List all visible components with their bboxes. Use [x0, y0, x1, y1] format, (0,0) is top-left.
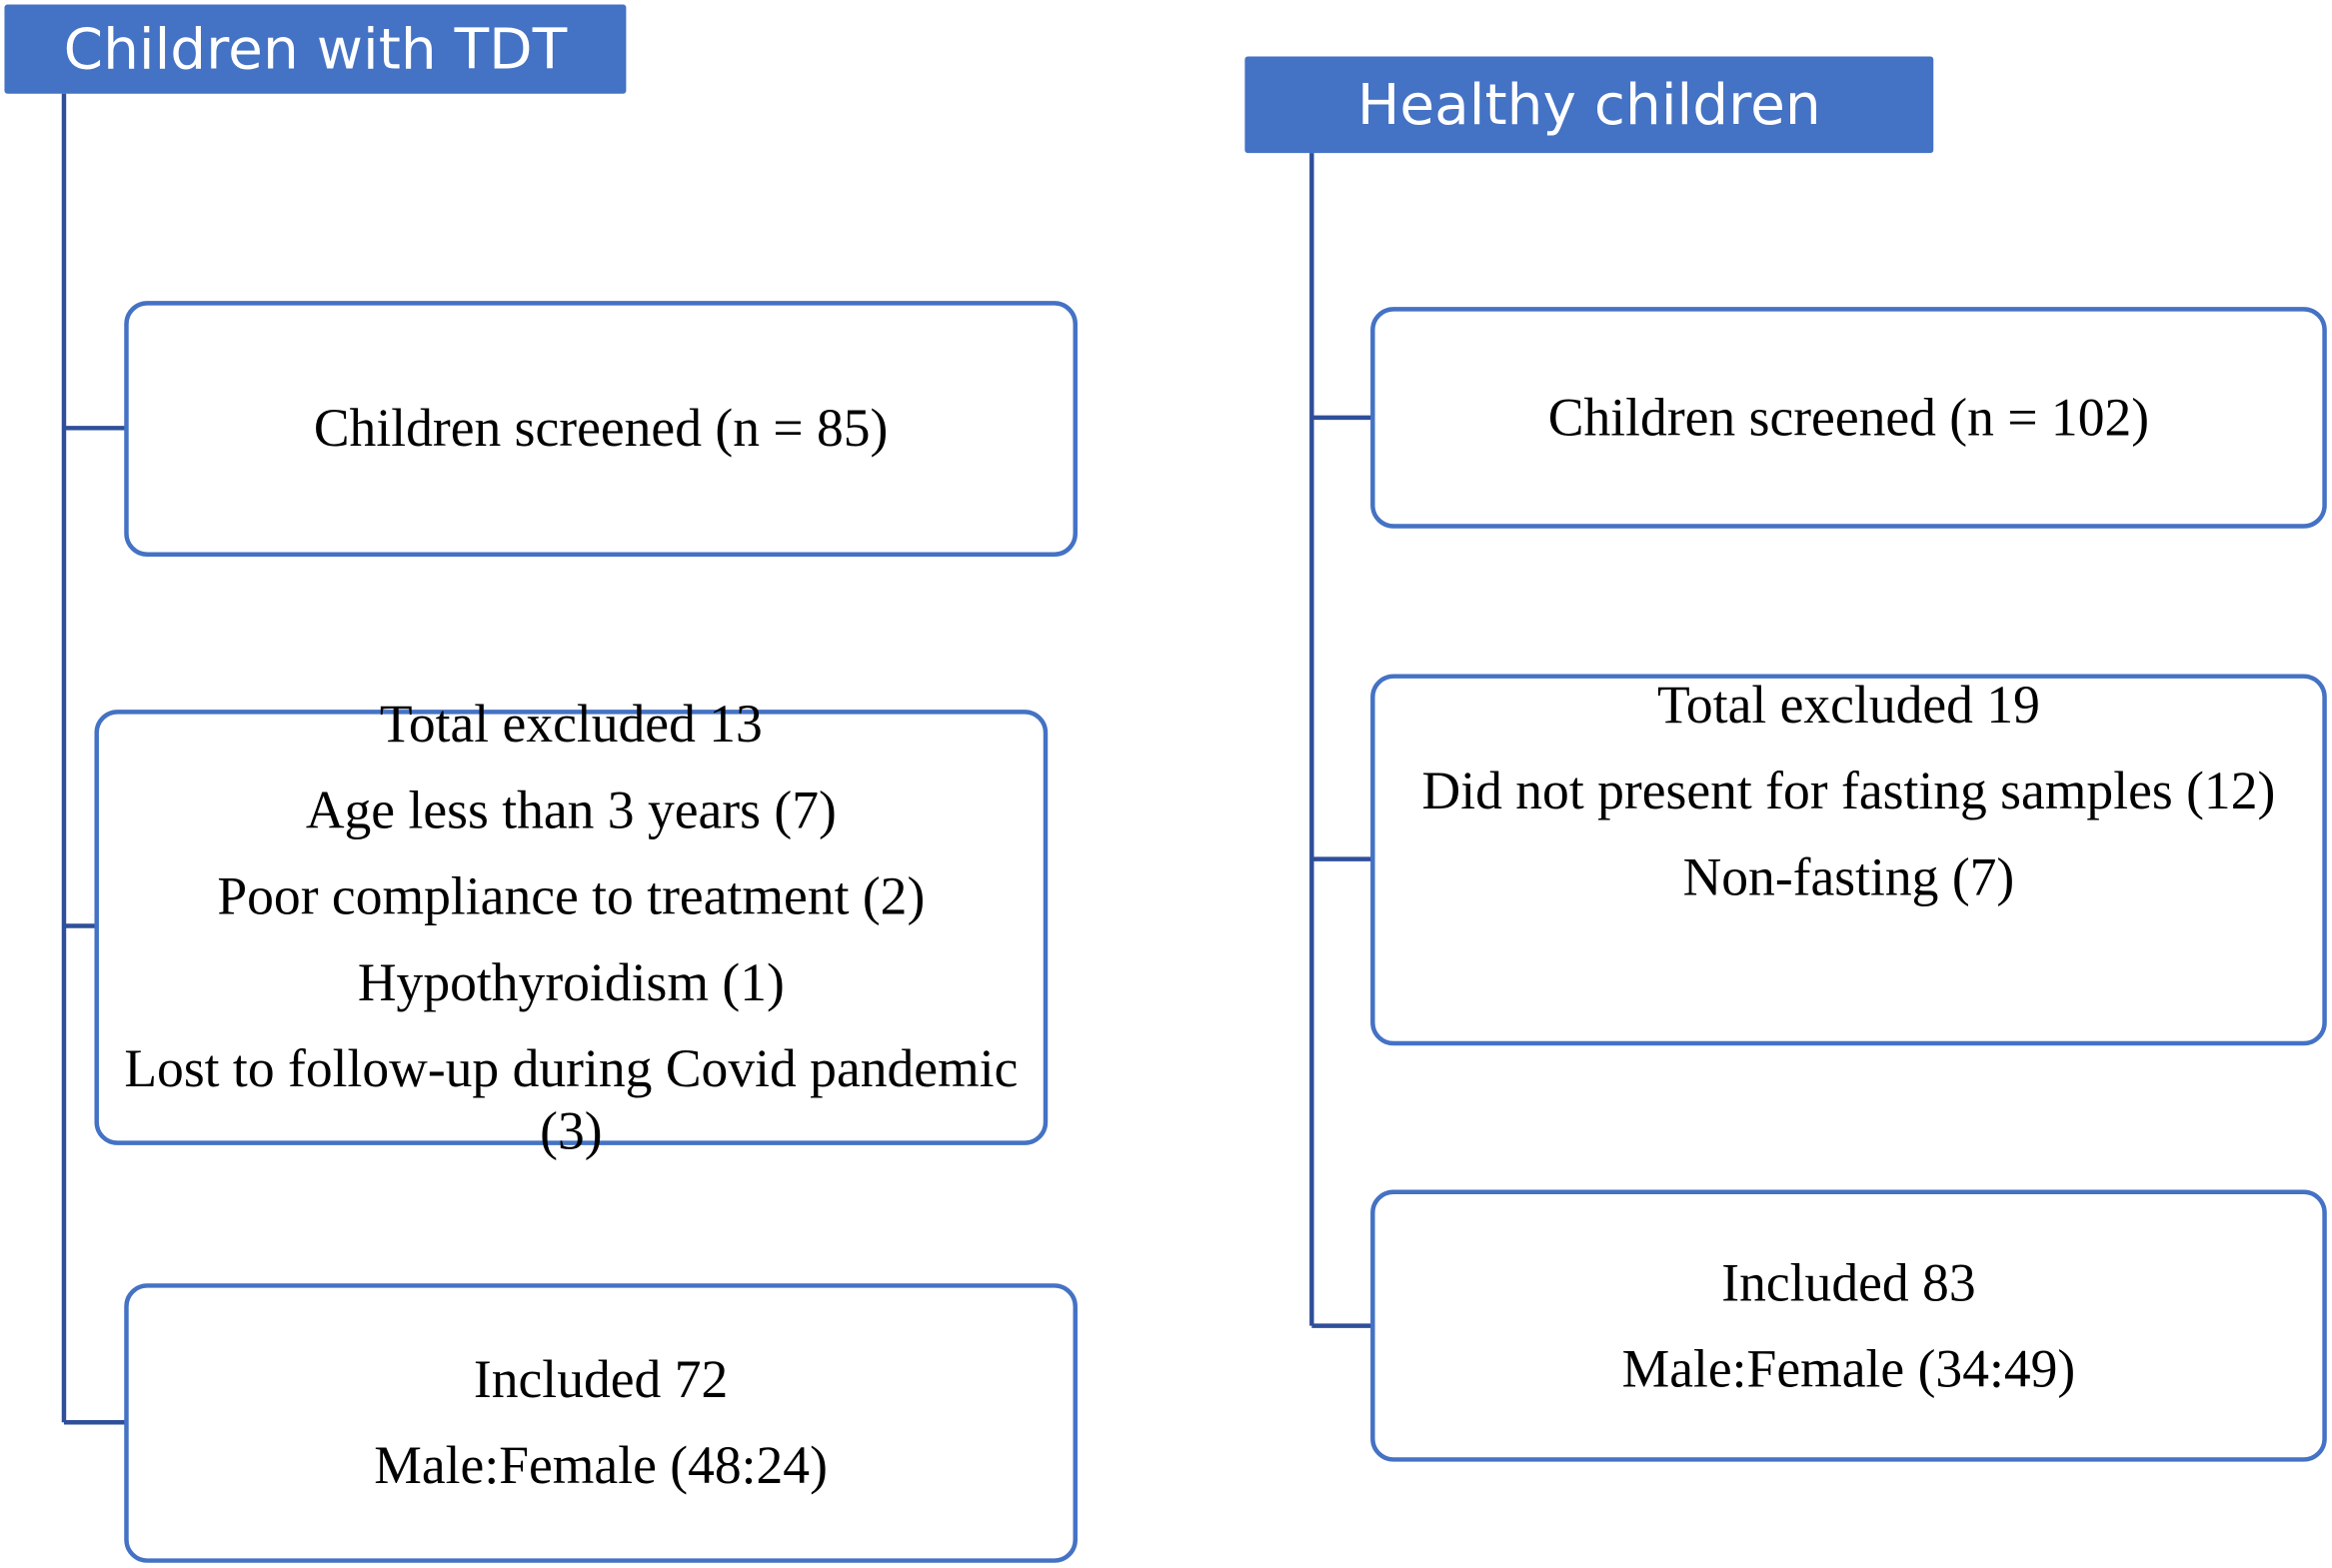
box [1370, 674, 2327, 1046]
box-text: Age less than 3 years (7) [306, 780, 837, 839]
box-text: Included 72 [474, 1349, 728, 1409]
group-title: Healthy children [1357, 73, 1821, 138]
box-text: Total excluded 13 [380, 694, 763, 754]
box-text: Male:Female (34:49) [1622, 1339, 2076, 1399]
box-text: Lost to follow-up during Covid pandemic(… [124, 1038, 1018, 1160]
box-text: Poor compliance to treatment (2) [217, 866, 925, 926]
text-row: Lost to follow-up during Covid pandemic [124, 1038, 1018, 1098]
box [124, 1283, 1078, 1563]
box-text: Total excluded 19 [1657, 675, 2040, 735]
box-text: Hypothyroidism (1) [358, 952, 785, 1012]
text-row: (3) [540, 1101, 602, 1161]
box [94, 710, 1049, 1145]
group-title: Children with TDT [64, 17, 568, 82]
box [1370, 307, 2327, 529]
group-header [1244, 56, 1934, 154]
box-text: Included 83 [1721, 1252, 1975, 1312]
box [1370, 1189, 2327, 1462]
box-text: Male:Female (48:24) [374, 1435, 828, 1495]
box-text: Non-fasting (7) [1683, 846, 2015, 906]
box [124, 301, 1078, 557]
box-text: Did not present for fasting samples (12) [1422, 761, 2276, 820]
box-text: Children screened (n = 85) [314, 398, 889, 458]
box-text: Children screened (n = 102) [1548, 388, 2149, 448]
group-header [4, 4, 627, 94]
